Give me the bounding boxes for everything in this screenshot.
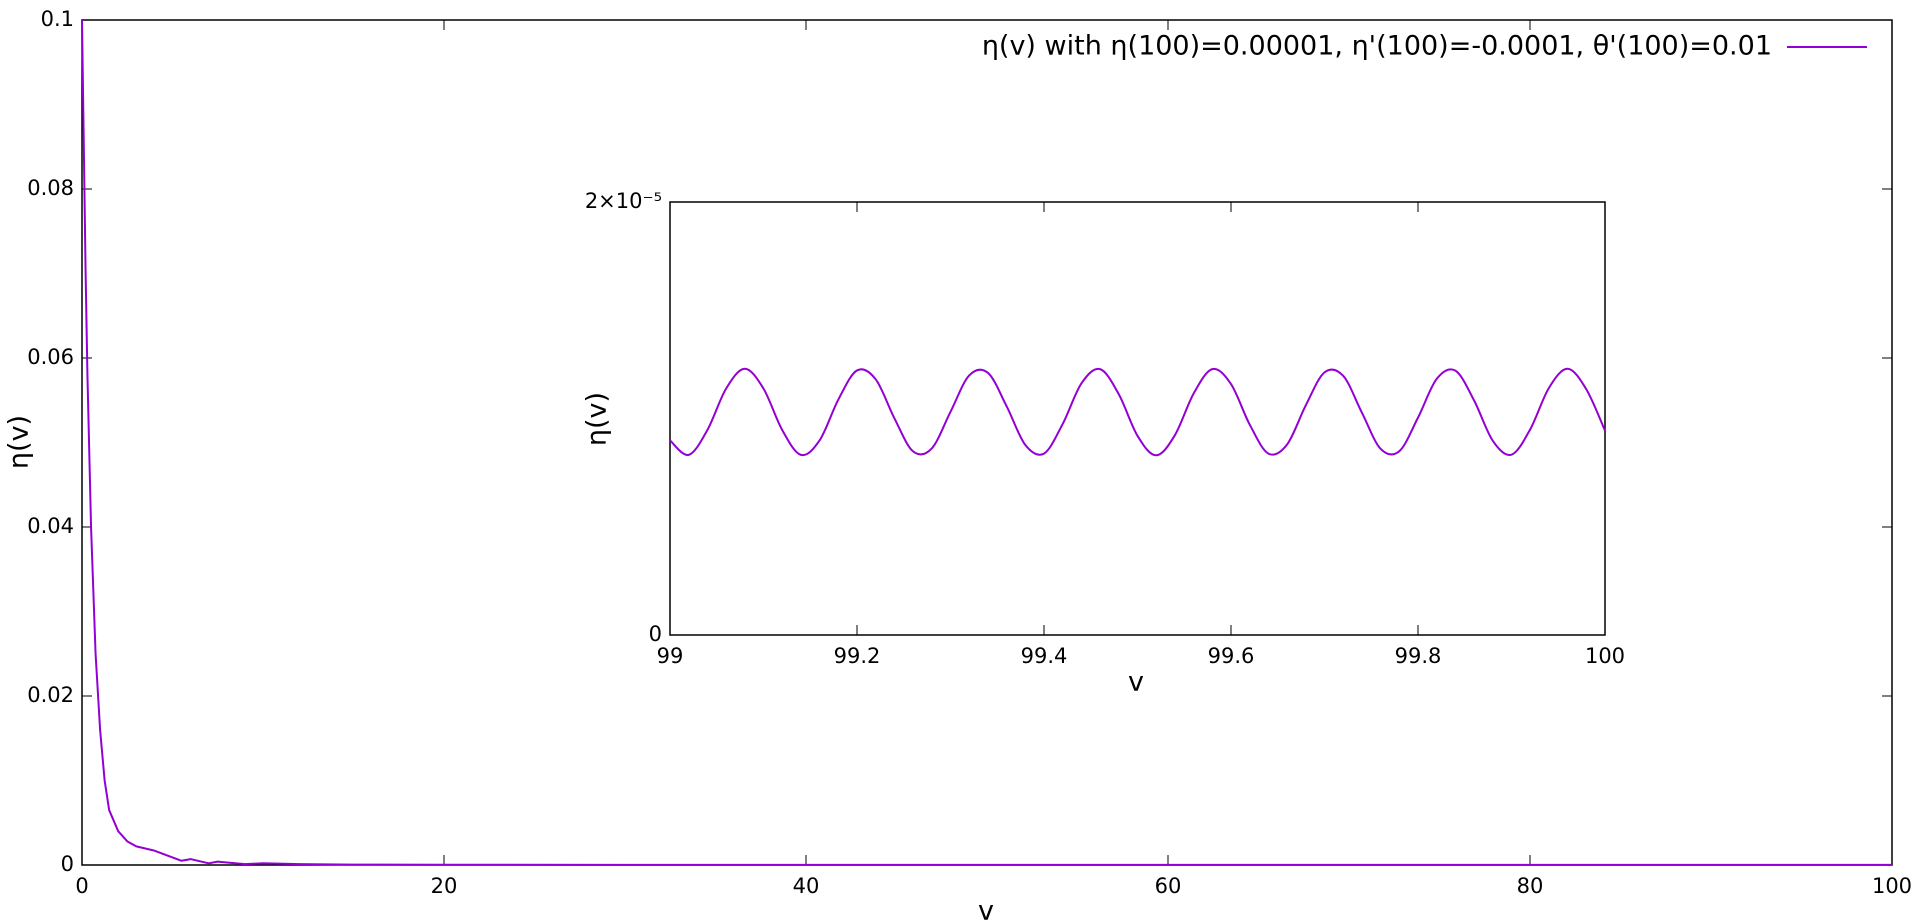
x-tick-label: 99.8: [1395, 644, 1442, 668]
y-tick-label: 0.08: [27, 176, 74, 200]
x-tick-label: 99.2: [834, 644, 881, 668]
x-tick-label: 60: [1155, 874, 1182, 898]
x-tick-label: 99: [657, 644, 684, 668]
data-line: [81, 19, 1892, 866]
x-tick-label: 0: [75, 874, 88, 898]
x-tick-label: 100: [1872, 874, 1912, 898]
x-axis-label: v: [978, 896, 994, 922]
data-line: [669, 367, 1606, 457]
y-axis-label: η(v): [582, 392, 613, 446]
y-tick-label: 0.02: [27, 683, 74, 707]
x-tick-label: 40: [793, 874, 820, 898]
x-tick-label: 100: [1585, 644, 1625, 668]
y-axis-label: η(v): [4, 415, 35, 469]
plot-border: [669, 201, 1606, 636]
y-tick-label: 0.06: [27, 345, 74, 369]
x-tick-label: 80: [1517, 874, 1544, 898]
y-tick-label: 2×10⁻⁵: [585, 189, 662, 213]
x-tick-label: 99.6: [1208, 644, 1255, 668]
y-tick-label: 0.1: [41, 7, 74, 31]
x-tick-label: 99.4: [1021, 644, 1068, 668]
y-tick-label: 0.04: [27, 514, 74, 538]
y-tick-label: 0: [649, 622, 662, 646]
y-tick-label: 0: [61, 852, 74, 876]
x-axis-label: v: [1128, 667, 1144, 698]
legend-label: η(v) with η(100)=0.00001, η'(100)=-0.000…: [982, 31, 1772, 62]
plot-area: [670, 202, 1605, 635]
x-tick-label: 20: [431, 874, 458, 898]
